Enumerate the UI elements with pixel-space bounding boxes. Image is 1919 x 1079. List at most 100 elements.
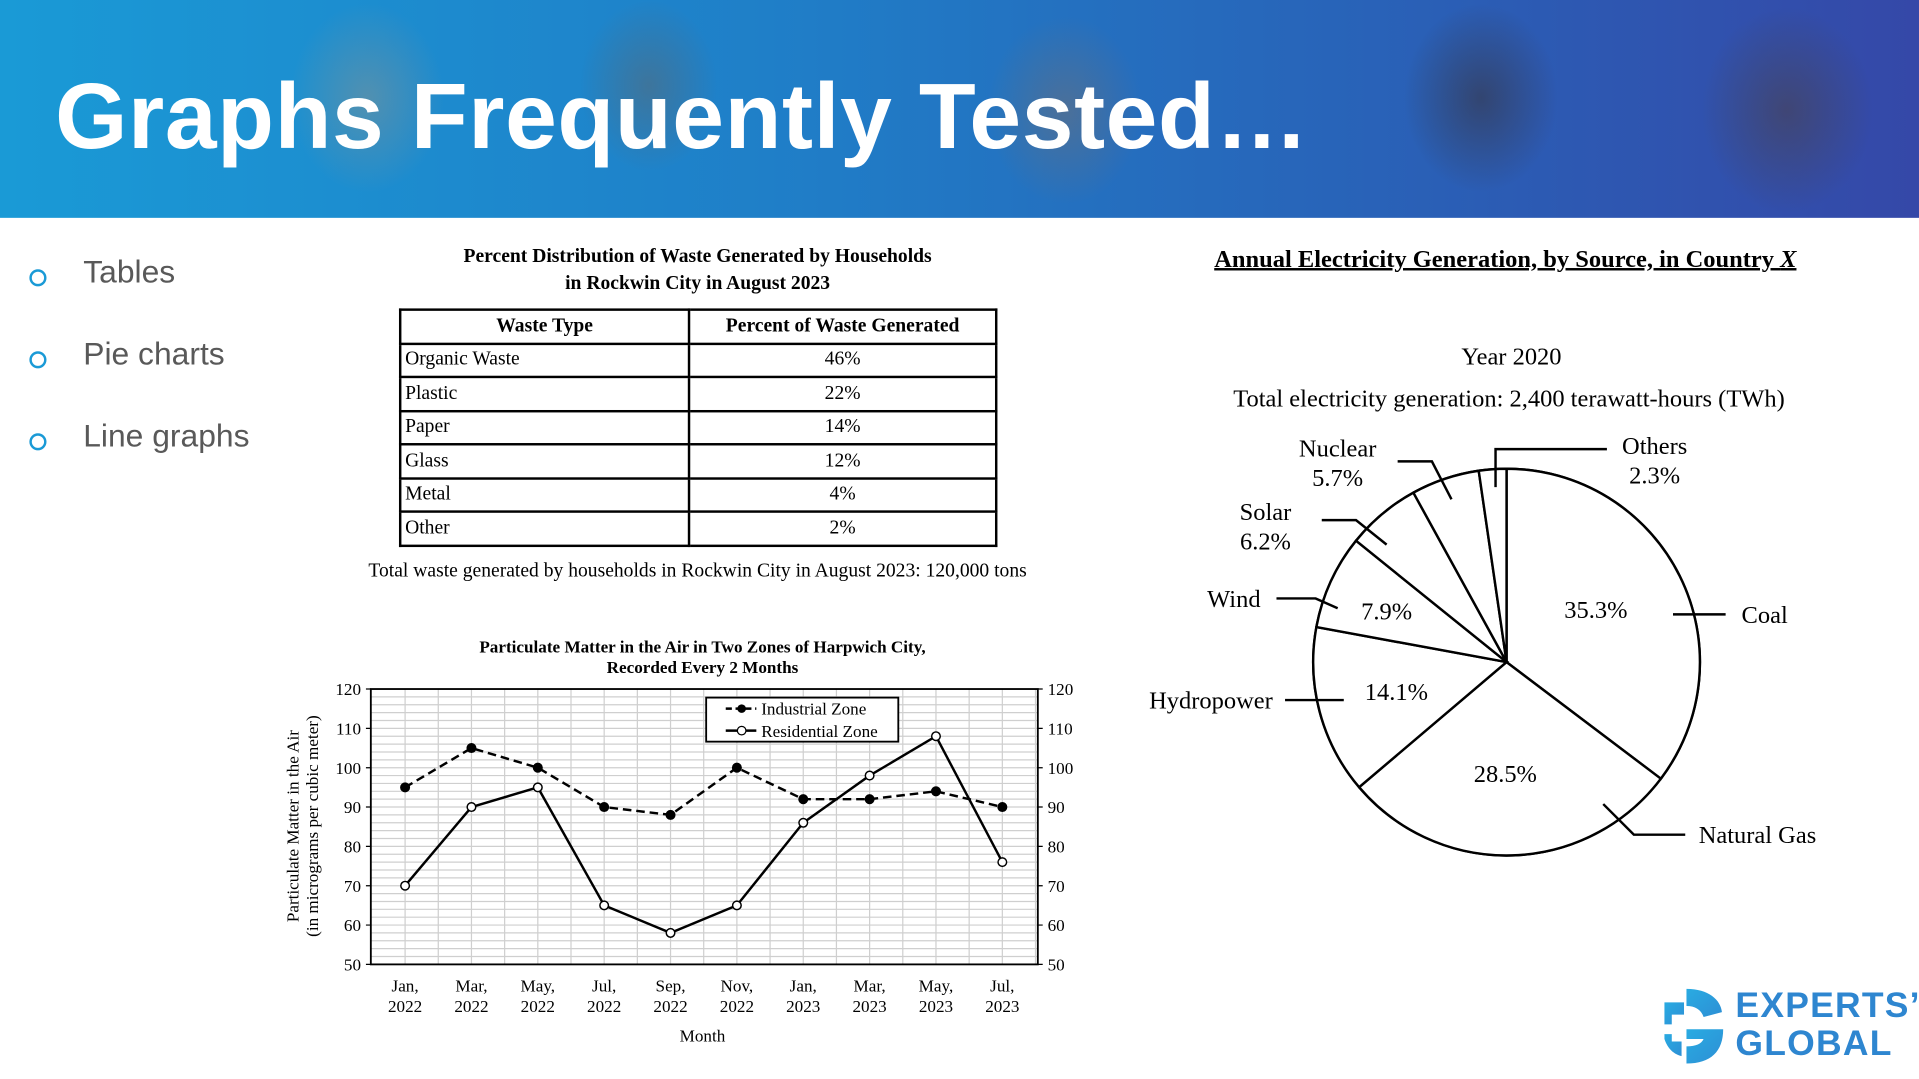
pie-slice-natural-gas — [1357, 660, 1663, 857]
experts-global-logo: EXPERTS’ GLOBAL — [1655, 985, 1919, 1071]
data-point — [599, 900, 610, 911]
slice-value: 2.3% — [1629, 462, 1680, 489]
pie-slice-hydropower — [1311, 625, 1510, 789]
data-point — [997, 802, 1008, 813]
leader-line — [1276, 597, 1339, 610]
data-point — [997, 857, 1008, 868]
table-row: Organic Waste 46% — [398, 342, 998, 379]
pie-total: Total electricity generation: 2,400 tera… — [1233, 385, 1785, 413]
legend-box — [705, 696, 900, 743]
x-tick-label: 2022 — [521, 997, 555, 1016]
series-line-industrial — [404, 746, 1003, 817]
data-point — [400, 782, 411, 793]
y-tick-label: 70 — [344, 877, 361, 896]
percent-cell: 2% — [687, 510, 998, 547]
table-title-line2: in Rockwin City in August 2023 — [565, 272, 831, 294]
waste-type-cell: Glass — [398, 443, 691, 480]
x-tick-label: Mar, — [854, 976, 886, 995]
table-header-row: Waste Type Percent of Waste Generated — [398, 308, 998, 345]
data-point — [466, 802, 477, 813]
pie-title-italic: X — [1780, 245, 1797, 273]
slice-label: Others — [1622, 433, 1687, 460]
plot-frame — [369, 688, 1039, 966]
x-tick-label: 2023 — [852, 997, 886, 1016]
percent-cell: 46% — [687, 342, 998, 379]
leader-line — [1321, 518, 1388, 546]
y-tick-label: 90 — [344, 798, 361, 817]
legend-label: Residential Zone — [761, 722, 878, 741]
legend-marker — [736, 725, 747, 736]
percent-cell: 14% — [687, 409, 998, 446]
table-row: Other 2% — [398, 510, 998, 547]
x-axis-label: Month — [680, 1026, 726, 1045]
x-tick-label: Sep, — [656, 976, 686, 995]
y-tick-label-right: 50 — [1048, 956, 1065, 975]
slice-label: Nuclear — [1299, 435, 1376, 462]
column-header: Percent of Waste Generated — [687, 308, 998, 345]
data-point — [532, 762, 543, 773]
table-title-line1: Percent Distribution of Waste Generated … — [463, 245, 932, 267]
leader-line — [1602, 803, 1686, 836]
pie-slice-others — [1477, 467, 1508, 663]
data-point — [930, 731, 941, 742]
chart-title: Particulate Matter in the Air in Two Zon… — [479, 637, 925, 656]
x-tick-label: 2022 — [388, 997, 422, 1016]
y-tick-label-right: 60 — [1048, 916, 1065, 935]
data-point — [400, 880, 411, 891]
slide-title: Graphs Frequently Tested… — [55, 64, 1310, 169]
series-line-residential — [404, 734, 1004, 935]
slice-label: Coal — [1742, 602, 1788, 629]
table-row: Plastic 22% — [398, 375, 998, 412]
percent-cell: 4% — [687, 476, 998, 513]
slice-label: Natural Gas — [1699, 822, 1817, 849]
slice-value: 6.2% — [1240, 529, 1291, 556]
table-title: Percent Distribution of Waste Generated … — [392, 244, 1004, 298]
data-point — [466, 743, 477, 754]
header-banner: Graphs Frequently Tested… — [0, 0, 1919, 218]
bullet-pie-charts: Pie charts — [83, 335, 225, 373]
y-tick-label-right: 100 — [1048, 759, 1074, 778]
slice-label: Hydropower — [1149, 688, 1273, 715]
slice-value: 5.7% — [1312, 465, 1363, 492]
y-axis-label: (in micrograms per cubic meter) — [303, 715, 322, 937]
legend-marker — [737, 704, 746, 713]
pie-title-text: Annual Electricity Generation, by Source… — [1214, 245, 1781, 273]
x-tick-label: 2023 — [919, 997, 953, 1016]
table-row: Metal 4% — [398, 476, 998, 513]
leader-line — [1494, 447, 1607, 488]
data-point — [864, 770, 875, 781]
logo-mark-icon — [1664, 988, 1724, 1064]
x-tick-label: May, — [919, 976, 954, 995]
logo-line1: EXPERTS’ — [1735, 986, 1919, 1026]
bullet-tables: Tables — [83, 253, 176, 291]
waste-table: Waste Type Percent of Waste Generated Or… — [398, 308, 998, 547]
logo-line2: GLOBAL — [1735, 1024, 1893, 1064]
logo-text: EXPERTS’ GLOBAL — [1735, 986, 1919, 1064]
slice-label: Solar — [1240, 499, 1292, 526]
table-row: Paper 14% — [398, 409, 998, 446]
bullet-icon — [29, 351, 47, 369]
data-point — [532, 782, 543, 793]
pie-subtitle: Year 2020 — [1461, 343, 1562, 371]
data-point — [665, 927, 676, 938]
y-tick-label: 50 — [344, 956, 361, 975]
percent-cell: 22% — [687, 375, 998, 412]
y-tick-label-right: 80 — [1048, 837, 1065, 856]
data-point — [731, 900, 742, 911]
y-tick-label: 110 — [336, 719, 361, 738]
leader-line — [1397, 460, 1453, 500]
percent-cell: 12% — [687, 443, 998, 480]
x-tick-label: Jan, — [392, 976, 419, 995]
bullet-icon — [29, 433, 47, 451]
table-row: Glass 12% — [398, 443, 998, 480]
waste-type-cell: Paper — [398, 409, 691, 446]
x-tick-label: Mar, — [455, 976, 487, 995]
x-tick-label: Jul, — [990, 976, 1014, 995]
pie-title: Annual Electricity Generation, by Source… — [1138, 246, 1872, 274]
slice-value: 35.3% — [1564, 597, 1627, 624]
y-tick-label: 60 — [344, 916, 361, 935]
x-tick-label: 2022 — [720, 997, 754, 1016]
x-tick-label: 2022 — [653, 997, 687, 1016]
table-footnote: Total waste generated by households in R… — [368, 560, 1027, 582]
